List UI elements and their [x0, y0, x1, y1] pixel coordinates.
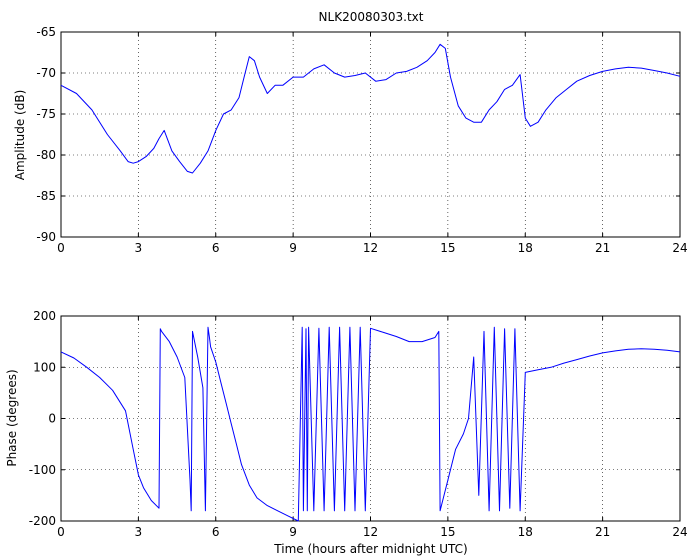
phase-x-axis-label: Time (hours after midnight UTC)	[273, 542, 467, 556]
x-tick-label: 12	[363, 525, 378, 539]
y-tick-label: -65	[36, 25, 56, 39]
x-tick-label: 3	[135, 525, 143, 539]
x-tick-label: 15	[440, 525, 455, 539]
x-tick-label: 18	[518, 241, 533, 255]
y-tick-label: -90	[36, 230, 56, 244]
x-tick-label: 3	[135, 241, 143, 255]
amplitude-series	[60, 43, 681, 174]
x-tick-label: 0	[57, 241, 65, 255]
series-line	[60, 326, 681, 522]
x-tick-label: 12	[363, 241, 378, 255]
x-tick-label: 9	[289, 525, 297, 539]
x-tick-label: 24	[672, 525, 687, 539]
amplitude-axis-ticks: 0 3 6 9 12 15 18 21 24 -90 -85 -80 -75 -70 -65	[36, 25, 687, 255]
y-tick-label: -70	[36, 66, 56, 80]
y-tick-label: 100	[33, 360, 56, 374]
y-tick-label: -100	[29, 463, 56, 477]
x-tick-label: 6	[212, 525, 220, 539]
y-tick-label: 0	[48, 412, 56, 426]
x-tick-label: 6	[212, 241, 220, 255]
phase-y-axis-label: Phase (degrees)	[5, 369, 19, 466]
x-tick-label: 18	[518, 525, 533, 539]
y-tick-label: -200	[29, 514, 56, 528]
y-tick-label: -80	[36, 148, 56, 162]
chart-title: NLK20080303.txt	[319, 10, 424, 24]
y-tick-label: 200	[33, 309, 56, 323]
x-tick-label: 15	[440, 241, 455, 255]
x-tick-label: 0	[57, 525, 65, 539]
x-tick-label: 24	[672, 241, 687, 255]
y-tick-label: -75	[36, 107, 56, 121]
x-tick-label: 9	[289, 241, 297, 255]
phase-axis-ticks: 0 3 6 9 12 15 18 21 24 -200 -100 0 100 200	[29, 309, 688, 539]
phase-series	[60, 326, 681, 522]
x-tick-label: 21	[595, 525, 610, 539]
series-line	[60, 43, 681, 174]
amplitude-panel: NLK20080303.txt 0 3 6 9 12 15 18 21 24 -90 -85 -80 -…	[13, 10, 688, 255]
y-tick-label: -85	[36, 189, 56, 203]
amplitude-y-axis-label: Amplitude (dB)	[13, 90, 27, 181]
phase-panel: 0 3 6 9 12 15 18 21 24 -200 -100 0 100 200 Phase (deg…	[5, 309, 688, 556]
x-tick-label: 21	[595, 241, 610, 255]
